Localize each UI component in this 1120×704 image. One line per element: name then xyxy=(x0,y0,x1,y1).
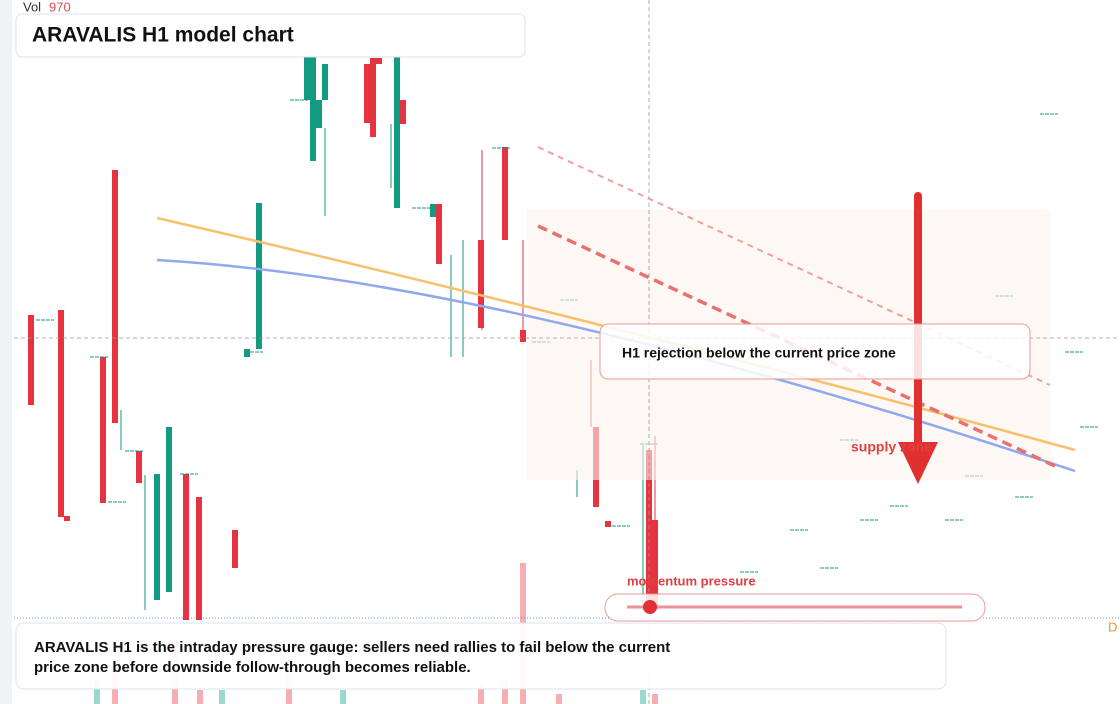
volume-bar xyxy=(197,690,203,704)
summary-line: ARAVALIS H1 is the intraday pressure gau… xyxy=(34,639,670,656)
candle xyxy=(605,521,611,527)
volume-bar xyxy=(94,680,100,704)
volume-value: 970 xyxy=(49,0,71,14)
candle xyxy=(370,58,376,137)
candle xyxy=(430,204,436,217)
candle xyxy=(376,58,382,64)
candle xyxy=(196,497,202,620)
candle xyxy=(646,450,652,610)
blue-curve xyxy=(156,258,1076,473)
edge-label: D xyxy=(1108,619,1117,634)
summary-box xyxy=(15,622,947,690)
chart-title: ARAVALIS H1 model chart xyxy=(32,24,294,47)
volume-bar xyxy=(219,690,225,704)
candle xyxy=(232,530,238,568)
candle xyxy=(322,64,328,100)
candle xyxy=(64,516,70,521)
candle xyxy=(364,64,370,123)
volume-label: Vol xyxy=(23,0,41,14)
candle xyxy=(58,310,64,517)
candle xyxy=(304,56,310,100)
candle xyxy=(183,474,189,620)
candles xyxy=(28,56,1098,704)
candle xyxy=(652,520,658,610)
volume-bar xyxy=(478,685,484,704)
volume-bar xyxy=(652,694,658,704)
annotation: H1 rejection below the current price zon… xyxy=(622,345,896,361)
candle xyxy=(256,203,262,349)
candle xyxy=(400,100,406,124)
left-rail xyxy=(0,0,12,704)
candle xyxy=(112,170,118,423)
candle xyxy=(502,147,508,240)
candle xyxy=(316,100,322,128)
candle xyxy=(394,56,400,208)
candle xyxy=(100,357,106,503)
zone-label: supply zone xyxy=(851,439,932,455)
volume-bar xyxy=(502,680,508,704)
summary-line: price zone before downside follow-throug… xyxy=(34,659,471,676)
candle xyxy=(154,474,160,600)
gauge-knob xyxy=(643,600,657,614)
volume-bar xyxy=(340,690,346,704)
title-box xyxy=(15,13,526,58)
candle xyxy=(436,204,442,264)
candle xyxy=(244,349,250,357)
volume-bar xyxy=(640,690,646,704)
volume-bar xyxy=(556,694,562,704)
candle xyxy=(478,240,484,328)
gauge-label: momentum pressure xyxy=(627,573,756,588)
candle xyxy=(166,427,172,592)
candle xyxy=(520,330,526,342)
candle xyxy=(28,315,34,405)
arrow-head xyxy=(898,442,938,484)
annotation-box xyxy=(599,323,1031,380)
candle xyxy=(310,56,316,161)
candle xyxy=(136,451,142,483)
